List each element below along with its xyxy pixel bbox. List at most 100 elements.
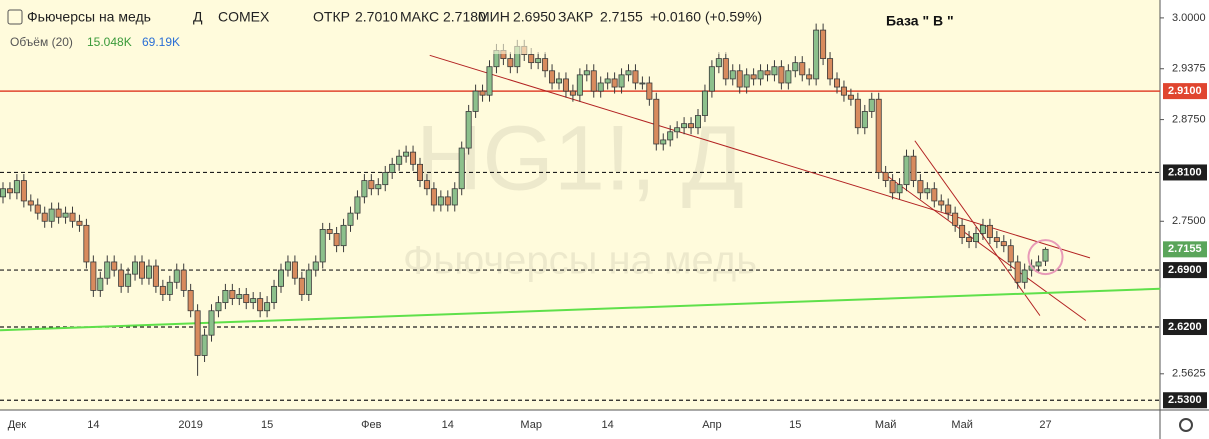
x-tick-label: 14 bbox=[87, 419, 99, 431]
last-price-box bbox=[1163, 241, 1207, 258]
candle-body bbox=[931, 188, 938, 202]
candle-body bbox=[6, 188, 13, 194]
candle-body bbox=[667, 131, 674, 141]
header-background bbox=[0, 4, 780, 54]
candle-body bbox=[868, 98, 875, 112]
settings-gear[interactable] bbox=[1179, 418, 1193, 432]
candle-body bbox=[145, 265, 152, 279]
trend-line bbox=[429, 54, 1091, 259]
candle-body bbox=[1021, 269, 1028, 283]
candle-body bbox=[945, 204, 952, 214]
candle-body bbox=[312, 261, 319, 271]
candle-body bbox=[611, 78, 618, 88]
candle-body bbox=[882, 172, 889, 181]
candle-body bbox=[451, 188, 458, 206]
candle-body bbox=[243, 294, 250, 304]
candle-body bbox=[48, 208, 55, 222]
x-tick-label: 14 bbox=[602, 419, 614, 431]
candle-body bbox=[632, 70, 639, 84]
y-tick-label: 2.7500 bbox=[1172, 215, 1206, 227]
low-value: 2.6950 bbox=[513, 9, 556, 25]
candle-body bbox=[319, 229, 326, 263]
candle-body bbox=[834, 78, 841, 88]
candle-body bbox=[910, 155, 917, 181]
candle-body bbox=[277, 269, 284, 287]
candle-body bbox=[403, 151, 410, 157]
candle-body bbox=[556, 78, 563, 84]
candle-body bbox=[236, 294, 243, 299]
candle-body bbox=[528, 54, 535, 64]
candle-body bbox=[896, 184, 903, 194]
candle-body bbox=[222, 290, 229, 304]
x-tick-label: Дек bbox=[8, 419, 27, 431]
candle-body bbox=[750, 74, 757, 80]
last-price-label: 2.7155 bbox=[1168, 243, 1202, 255]
candle-body bbox=[69, 212, 76, 222]
x-tick-label: 2019 bbox=[178, 419, 202, 431]
candle-body bbox=[138, 261, 145, 279]
candle-body bbox=[764, 70, 771, 76]
candle-body bbox=[194, 310, 201, 356]
candle-body bbox=[820, 29, 827, 59]
candle-body bbox=[97, 277, 104, 291]
volume-ma-value: 69.19K bbox=[142, 35, 180, 49]
x-tick-label: Фев bbox=[361, 419, 381, 431]
candle-body bbox=[361, 180, 368, 198]
candle-body bbox=[952, 212, 959, 226]
x-tick-label: 14 bbox=[442, 419, 454, 431]
candle-body bbox=[903, 155, 910, 186]
candle-body bbox=[660, 139, 667, 145]
candle-body bbox=[215, 302, 222, 312]
candle-body bbox=[979, 224, 986, 234]
level-label-box bbox=[1163, 83, 1207, 100]
collapse-icon[interactable] bbox=[7, 9, 23, 25]
candle-body bbox=[924, 188, 931, 194]
candle-body bbox=[681, 123, 688, 129]
candle-body bbox=[840, 86, 847, 96]
candle-body bbox=[827, 58, 834, 80]
candle-body bbox=[159, 285, 166, 295]
x-tick-label: Мар bbox=[520, 419, 542, 431]
candle-body bbox=[799, 62, 806, 76]
open-value: 2.7010 bbox=[355, 9, 398, 25]
y-tick-label: 2.5625 bbox=[1172, 368, 1206, 380]
candle-body bbox=[27, 200, 34, 206]
candle-body bbox=[993, 237, 1000, 243]
candle-body bbox=[549, 70, 556, 84]
symbol-title: Фьючерсы на медь bbox=[27, 9, 151, 25]
candle-body bbox=[959, 224, 966, 238]
candle-body bbox=[291, 261, 298, 279]
trend-line bbox=[0, 287, 1161, 332]
x-tick-label: 15 bbox=[261, 419, 273, 431]
candle-body bbox=[715, 58, 722, 68]
candle-body bbox=[152, 265, 159, 287]
candle-body bbox=[583, 70, 590, 76]
candle-body bbox=[284, 261, 291, 271]
exchange: COMEX bbox=[218, 9, 270, 25]
volume-label: Объём (20) bbox=[10, 35, 73, 49]
x-tick-label: 27 bbox=[1039, 419, 1051, 431]
candle-body bbox=[1014, 261, 1021, 283]
candle-body bbox=[785, 70, 792, 84]
x-tick-label: Май bbox=[875, 419, 897, 431]
candle-body bbox=[917, 180, 924, 194]
candle-body bbox=[173, 269, 180, 283]
candle-body bbox=[1007, 245, 1014, 263]
x-tick-label: Май bbox=[951, 419, 973, 431]
close-label: ЗАКР bbox=[558, 9, 593, 25]
settings-icon[interactable] bbox=[1179, 418, 1193, 432]
candle-body bbox=[674, 127, 681, 133]
candle-body bbox=[13, 180, 20, 194]
level-label-box bbox=[1163, 262, 1207, 279]
candle-body bbox=[368, 180, 375, 190]
candle-body bbox=[479, 90, 486, 96]
candle-body bbox=[396, 155, 403, 165]
candle-body bbox=[875, 98, 882, 173]
candle-body bbox=[507, 58, 514, 68]
candle-body bbox=[257, 298, 264, 312]
candle-body bbox=[104, 261, 111, 279]
candle-body bbox=[729, 70, 736, 80]
candle-body bbox=[695, 115, 702, 129]
candle-body bbox=[382, 172, 389, 186]
